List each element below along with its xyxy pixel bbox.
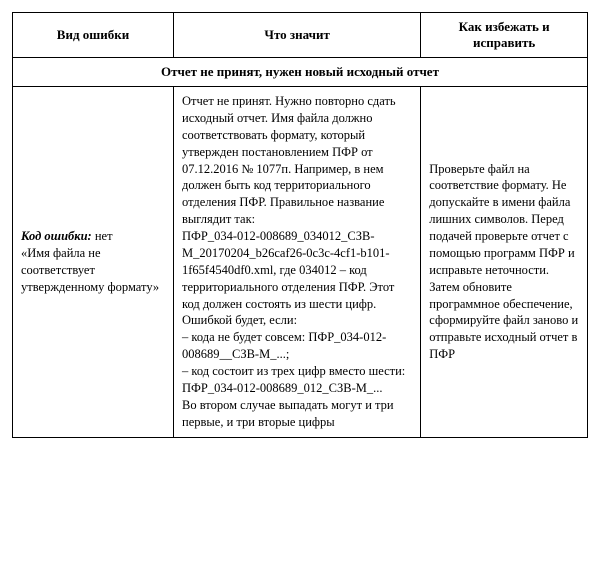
- error-table: Вид ошибки Что значит Как избежать и исп…: [12, 12, 588, 438]
- cell-error-type: Код ошибки: нет «Имя файла не соответств…: [13, 87, 174, 438]
- header-row: Вид ошибки Что значит Как избежать и исп…: [13, 13, 588, 58]
- section-row: Отчет не принят, нужен новый исходный от…: [13, 58, 588, 87]
- cell-fix: Проверьте файл на соответствие формату. …: [421, 87, 588, 438]
- header-meaning: Что значит: [174, 13, 421, 58]
- error-code-label: Код ошибки:: [21, 229, 92, 243]
- table-row: Код ошибки: нет «Имя файла не соответств…: [13, 87, 588, 438]
- section-title: Отчет не принят, нужен новый исходный от…: [13, 58, 588, 87]
- cell-meaning: Отчет не принят. Нужно повторно сдать ис…: [174, 87, 421, 438]
- header-fix: Как избежать и исправить: [421, 13, 588, 58]
- header-error-type: Вид ошибки: [13, 13, 174, 58]
